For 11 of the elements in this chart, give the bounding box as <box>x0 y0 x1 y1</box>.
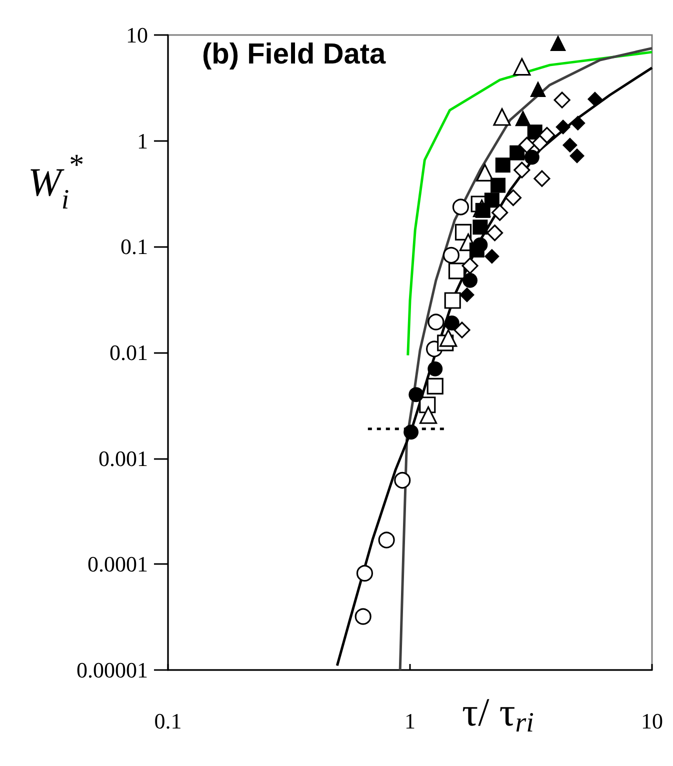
y-tick-label: 1 <box>137 128 148 154</box>
y-tick-label: 0.001 <box>98 446 148 471</box>
y-tick-label: 0.1 <box>120 234 148 260</box>
x-tick-label: 0.1 <box>154 708 182 734</box>
x-tick-label: 10 <box>641 708 663 734</box>
y-tick-label: 0.00001 <box>76 658 148 682</box>
y-tick-label: 10 <box>126 22 148 48</box>
y-tick-label: 0.0001 <box>88 552 148 577</box>
y-tick-label: 0.01 <box>110 340 148 365</box>
chart-title: (b) Field Data <box>202 38 387 70</box>
x-tick-label: 1 <box>404 708 416 734</box>
